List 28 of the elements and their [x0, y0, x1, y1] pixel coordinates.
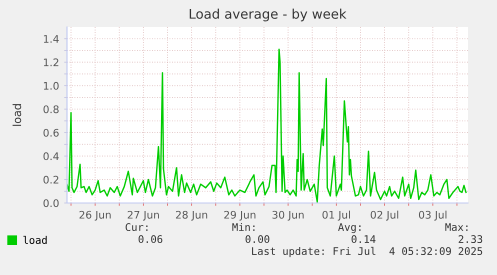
x-tick-label: 01 Jul	[322, 210, 350, 221]
y-tick-label: 0.2	[43, 176, 58, 184]
y-tick-label: 0.6	[43, 128, 59, 137]
text: 0.00	[246, 235, 270, 244]
y-tick-label: 1.0	[44, 82, 59, 90]
x-tick-label: 29 Jun	[224, 210, 256, 221]
x-tick-label: 02 Jul	[370, 210, 398, 221]
chart-title: Load average - by week	[190, 8, 346, 22]
text: 0.14	[352, 235, 376, 244]
x-tick-label: 30 Jun	[272, 210, 304, 221]
y-tick-label: 1.2	[44, 58, 58, 66]
x-tick-label: 27 Jun	[128, 210, 159, 221]
text: 2.33	[458, 235, 482, 244]
text: Last update: Fri Jul 4 05:32:09 2025	[252, 246, 482, 258]
text: 0.06	[138, 235, 162, 244]
legend-label: load	[23, 236, 47, 244]
text: Cur:	[126, 223, 148, 232]
x-tick-label: 26 Jun	[79, 210, 111, 221]
y-tick-label: 0.0	[43, 199, 59, 208]
y-tick-label: 0.8	[43, 105, 59, 114]
y-tick-label: 1.4	[44, 35, 59, 43]
text: Min:	[232, 222, 254, 231]
text: Avg:	[338, 223, 360, 234]
x-tick-label: 28 Jun	[176, 210, 208, 221]
x-tick-label: 03 Jul	[418, 210, 446, 221]
text: Max:	[445, 223, 468, 232]
y-axis-title: load	[12, 104, 22, 126]
y-tick-label: 0.4	[43, 152, 59, 160]
